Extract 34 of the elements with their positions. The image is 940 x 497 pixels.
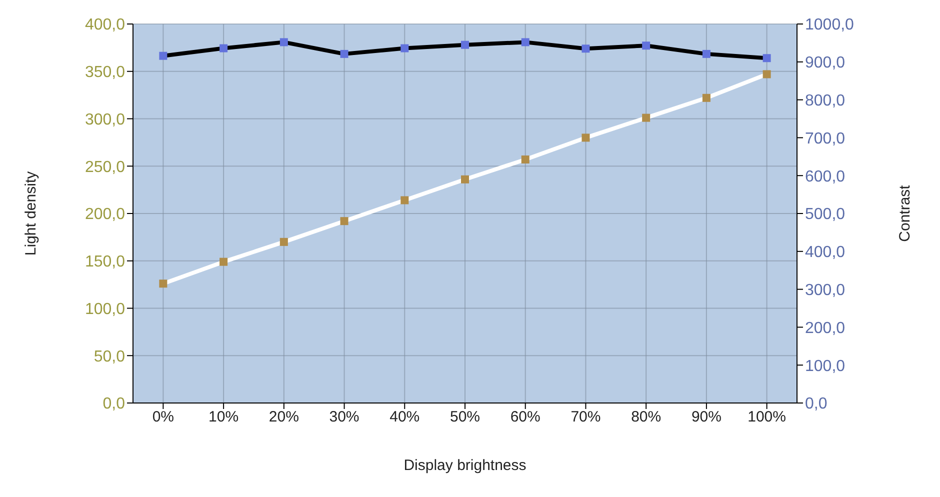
- x-tick-label: 30%: [329, 408, 360, 426]
- y2-tick-label: 0,0: [805, 396, 828, 413]
- x-tick-label: 90%: [691, 408, 722, 426]
- x-tick-label: 0%: [152, 408, 174, 426]
- y-tick-label: 50,0: [94, 348, 126, 366]
- y2-tick-label: 800,0: [805, 92, 846, 110]
- y-tick-label: 350,0: [84, 64, 126, 82]
- x-tick-label: 10%: [208, 408, 239, 426]
- y2-tick-label: 500,0: [805, 206, 846, 224]
- x-tick-label: 60%: [510, 408, 540, 426]
- x-tick-label: 50%: [450, 408, 480, 426]
- y-tick-label: 200,0: [84, 206, 126, 224]
- x-tick-label: 80%: [631, 408, 662, 426]
- x-tick-label: 70%: [570, 408, 601, 426]
- y2-tick-label: 200,0: [805, 320, 846, 337]
- y-axis-title: Light density: [22, 170, 40, 256]
- y-tick-label: 300,0: [84, 111, 126, 128]
- y-tick-label: 150,0: [84, 254, 126, 271]
- y2-tick-label: 100,0: [805, 358, 846, 375]
- y2-tick-label: 400,0: [805, 244, 846, 262]
- y-tick-label: 0,0: [102, 396, 126, 413]
- y-tick-label: 100,0: [84, 300, 126, 318]
- y-tick-label: 250,0: [84, 158, 126, 176]
- y2-tick-label: 1000,0: [805, 16, 854, 34]
- y2-tick-label: 300,0: [805, 282, 846, 299]
- y2-tick-label: 600,0: [805, 168, 846, 186]
- y-tick-label: 400,0: [84, 16, 126, 34]
- x-axis-title: Display brightness: [404, 457, 526, 474]
- y2-tick-label: 900,0: [805, 54, 846, 72]
- x-tick-label: 40%: [390, 408, 420, 426]
- y2-tick-label: 700,0: [805, 130, 846, 148]
- x-tick-label: 100%: [748, 408, 786, 426]
- y2-axis-title: Contrast: [896, 184, 914, 242]
- x-tick-label: 20%: [268, 408, 299, 426]
